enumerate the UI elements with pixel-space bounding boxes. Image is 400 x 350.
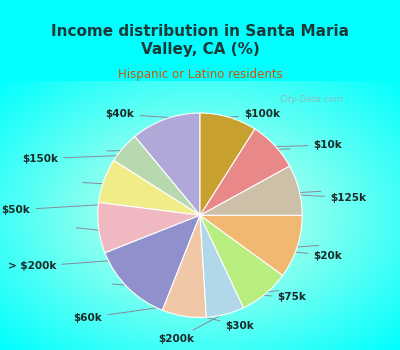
Text: $20k: $20k xyxy=(76,228,342,261)
Text: Hispanic or Latino residents: Hispanic or Latino residents xyxy=(118,68,282,81)
Text: $125k: $125k xyxy=(83,182,366,203)
Text: $75k: $75k xyxy=(112,284,306,302)
Text: $60k: $60k xyxy=(74,290,279,323)
Wedge shape xyxy=(200,113,255,215)
Wedge shape xyxy=(99,161,200,215)
Text: $30k: $30k xyxy=(183,312,254,331)
Wedge shape xyxy=(135,113,200,215)
Wedge shape xyxy=(98,202,200,253)
Wedge shape xyxy=(200,215,283,308)
Text: > $200k: > $200k xyxy=(8,245,319,272)
Wedge shape xyxy=(200,215,302,275)
Text: $200k: $200k xyxy=(158,310,229,344)
Wedge shape xyxy=(200,166,302,215)
Text: $10k: $10k xyxy=(107,140,342,151)
Wedge shape xyxy=(105,215,200,310)
Text: Income distribution in Santa Maria
Valley, CA (%): Income distribution in Santa Maria Valle… xyxy=(51,25,349,57)
Text: $50k: $50k xyxy=(2,191,321,215)
Wedge shape xyxy=(162,215,206,317)
Text: $100k: $100k xyxy=(160,109,280,124)
Text: $40k: $40k xyxy=(106,109,233,122)
Text: City-Data.com: City-Data.com xyxy=(280,95,344,104)
Wedge shape xyxy=(114,136,200,215)
Wedge shape xyxy=(200,215,244,317)
Text: $150k: $150k xyxy=(22,149,290,164)
Wedge shape xyxy=(200,129,290,215)
